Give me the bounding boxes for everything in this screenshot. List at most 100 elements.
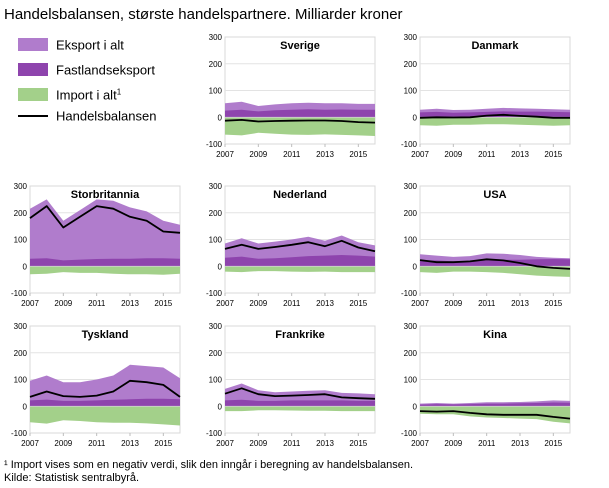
series-handelsbalansen-line [224,387,376,400]
x-tick-label: 2009 [249,299,267,308]
legend-label-import-i-alt: Import i alt1 [56,88,122,103]
y-tick-label: 200 [209,349,223,358]
legend-label-handelsbalansen: Handelsbalansen [56,109,156,124]
x-tick-label: 2015 [544,299,562,308]
y-tick-label: 200 [404,209,418,218]
x-tick-label: 2015 [544,439,562,448]
y-tick-label: 300 [14,322,28,331]
y-tick-label: 0 [218,262,223,271]
y-tick-label: 300 [14,182,28,191]
source-note: Kilde: Statistisk sentralbyrå. [4,472,140,484]
panel-title: Danmark [471,40,519,52]
y-tick-label: 0 [413,262,418,271]
series-handelsbalansen-line [29,205,181,234]
series-fastlandseksport-area [30,398,180,407]
x-tick-label: 2013 [511,299,529,308]
y-tick-label: 300 [209,322,223,331]
series-import-area [420,266,570,277]
x-tick-label: 2011 [283,439,301,448]
x-tick-label: 2009 [249,439,267,448]
y-tick-label: -100 [401,289,418,298]
series-fastlandseksport-area [420,402,570,407]
series-eksport-area [30,199,180,267]
y-tick-label: 100 [14,376,28,385]
legend-swatch-import-i-alt [18,88,48,101]
y-tick-label: 0 [23,262,28,271]
series-handelsbalansen-line [29,379,181,398]
y-tick-label: 100 [14,236,28,245]
x-tick-label: 2007 [21,439,39,448]
series-fastlandseksport-area [30,258,180,267]
y-tick-label: -100 [206,429,223,438]
series-fastlandseksport-area [225,109,375,118]
series-handelsbalansen-line [224,239,376,253]
x-tick-label: 2011 [283,150,301,159]
y-tick-label: 100 [209,87,223,96]
y-tick-label: 200 [404,349,418,358]
x-tick-label: 2007 [411,299,429,308]
y-tick-label: -100 [11,289,28,298]
panel-title: Sverige [280,40,320,52]
series-import-area [30,406,180,426]
panel-nederland: -100 0 100 200 300 2007 2009 2011 2013 2015 Nederl… [206,182,376,308]
x-tick-label: 2009 [54,439,72,448]
y-tick-label: 300 [404,182,418,191]
series-handelsbalansen-line [419,410,571,420]
series-fastlandseksport-area [420,259,570,267]
x-tick-label: 2015 [349,439,367,448]
series-import-area [225,406,375,412]
x-tick-label: 2009 [444,150,462,159]
y-tick-label: 0 [218,113,223,122]
y-tick-label: 200 [209,209,223,218]
y-tick-label: -100 [401,140,418,149]
y-tick-label: 300 [404,322,418,331]
series-handelsbalansen-line [419,113,570,119]
series-fastlandseksport-area [225,255,375,267]
x-tick-label: 2011 [283,299,301,308]
import-footnote: ¹ Import vises som en negativ verdi, sli… [4,459,414,471]
legend-swatch-eksport-i-alt [18,38,48,51]
x-tick-label: 2007 [216,439,234,448]
panel-tyskland: -100 0 100 200 300 2007 2009 2011 2013 2015 Tyskla… [11,322,181,448]
x-tick-label: 2011 [478,299,496,308]
legend-swatch-fastlandseksport [18,63,48,76]
series-import-area [30,266,180,275]
x-tick-label: 2013 [316,299,334,308]
x-tick-label: 2011 [478,150,496,159]
y-tick-label: -100 [206,289,223,298]
x-tick-label: 2015 [154,299,172,308]
x-tick-label: 2013 [121,299,139,308]
panel-kina: -100 0 100 200 300 2007 2009 2011 2013 2015 Kina [401,322,571,448]
y-tick-label: 0 [218,402,223,411]
y-tick-label: 200 [14,349,28,358]
x-tick-label: 2011 [88,439,106,448]
x-tick-label: 2013 [511,439,529,448]
panel-storbritannia: -100 0 100 200 300 2007 2009 2011 2013 2015 Storbr… [11,182,181,308]
panel-usa: -100 0 100 200 300 2007 2009 2011 2013 2015 USA [401,182,571,308]
panel-frankrike: -100 0 100 200 300 2007 2009 2011 2013 2015 Frankr… [206,322,376,448]
y-tick-label: 100 [404,236,418,245]
y-tick-label: -100 [11,429,28,438]
x-tick-label: 2007 [411,439,429,448]
y-tick-label: 300 [404,33,418,42]
y-tick-label: 100 [209,236,223,245]
x-tick-label: 2007 [216,299,234,308]
x-tick-label: 2015 [154,439,172,448]
y-tick-label: 0 [413,113,418,122]
panel-title: Nederland [273,189,327,201]
y-tick-label: 0 [23,402,28,411]
y-tick-label: 300 [209,182,223,191]
x-tick-label: 2009 [444,439,462,448]
series-import-area [225,266,375,273]
x-tick-label: 2007 [216,150,234,159]
footnote-block: ¹ Import vises som en negativ verdi, sli… [4,459,413,485]
x-tick-label: 2009 [249,150,267,159]
x-tick-label: 2015 [544,150,562,159]
y-tick-label: 300 [209,33,223,42]
panel-title: USA [483,189,506,201]
y-tick-label: -100 [401,429,418,438]
legend-label-eksport-i-alt: Eksport i alt [56,38,124,53]
series-handelsbalansen-line [419,258,571,270]
series-handelsbalansen-line [224,119,376,124]
y-tick-label: 0 [413,402,418,411]
